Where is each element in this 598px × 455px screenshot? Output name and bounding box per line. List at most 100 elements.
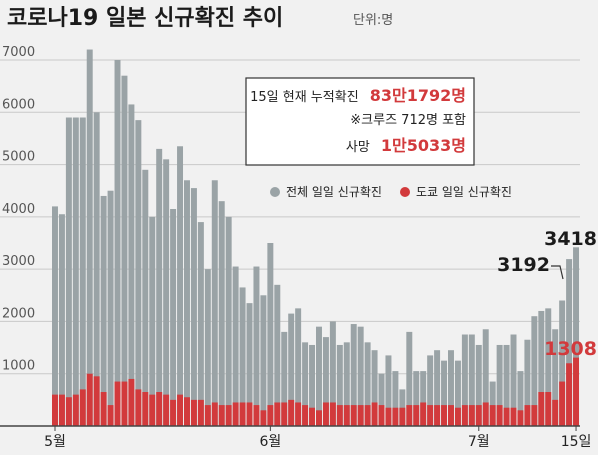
- legend-label-tokyo: 도쿄 일일 신규확진: [416, 185, 512, 199]
- bar-tokyo: [413, 405, 420, 426]
- y-tick-label: 5000: [2, 150, 35, 165]
- bar-total: [281, 331, 288, 426]
- bar-tokyo: [197, 399, 204, 426]
- bar-tokyo: [357, 405, 364, 426]
- bar-tokyo: [309, 407, 316, 426]
- bar-tokyo: [510, 407, 517, 426]
- bar-total: [531, 316, 538, 426]
- series-tokyo-bars: [52, 357, 580, 426]
- bar-total: [163, 159, 170, 426]
- bar-total: [496, 344, 503, 426]
- bar-tokyo: [545, 392, 552, 426]
- bar-tokyo: [559, 381, 566, 426]
- bar-tokyo: [538, 392, 545, 426]
- bar-tokyo: [392, 407, 399, 426]
- bar-total: [545, 308, 552, 426]
- y-tick-label: 6000: [2, 97, 35, 112]
- legend-label-total: 전체 일일 신규확진: [286, 185, 382, 199]
- bar-tokyo: [100, 392, 107, 426]
- bar-tokyo: [531, 405, 538, 426]
- bar-total: [448, 350, 454, 426]
- info-box: 15일 현재 누적확진 83만1792명 ※크루즈 712명 포함 사망 1만5…: [245, 77, 475, 166]
- bar-total: [434, 350, 441, 426]
- bar-total: [573, 247, 580, 426]
- bar-tokyo: [517, 410, 524, 426]
- bar-total: [184, 180, 190, 426]
- bar-tokyo: [163, 394, 170, 426]
- bar-tokyo: [420, 402, 427, 426]
- bar-total: [267, 243, 274, 426]
- bar-tokyo: [385, 407, 392, 426]
- bar-tokyo: [448, 405, 454, 426]
- bar-tokyo: [288, 399, 295, 426]
- bar-tokyo: [93, 376, 100, 426]
- bar-total: [538, 310, 545, 426]
- bar-total: [309, 344, 316, 426]
- bar-total: [149, 216, 156, 426]
- info-cumulative-label: 15일 현재 누적확진: [250, 90, 359, 105]
- bar-tokyo: [267, 405, 274, 426]
- bar-total: [420, 371, 427, 426]
- y-tick-label: 4000: [2, 202, 35, 217]
- bar-tokyo: [232, 402, 239, 426]
- bar-tokyo: [281, 402, 288, 426]
- bar-tokyo: [343, 405, 350, 426]
- y-axis-ticks: 1000 2000 3000 4000 5000 6000 7000: [2, 45, 35, 374]
- series-total-bars: [52, 49, 580, 427]
- bar-tokyo: [489, 405, 496, 426]
- bar-tokyo: [350, 405, 357, 426]
- bar-tokyo: [371, 402, 378, 426]
- bar-total: [378, 373, 385, 426]
- bar-total: [274, 284, 281, 426]
- bar-total: [114, 60, 121, 426]
- bar-tokyo: [190, 399, 197, 426]
- bar-tokyo: [274, 402, 281, 426]
- bar-total: [288, 313, 295, 426]
- bar-tokyo: [184, 397, 190, 426]
- bar-total: [468, 334, 475, 426]
- bar-total: [441, 360, 448, 426]
- bar-total: [322, 337, 329, 426]
- bar-total: [239, 287, 246, 426]
- bar-tokyo: [260, 410, 267, 426]
- bar-tokyo: [239, 402, 246, 426]
- annotation-3192: 3192: [497, 254, 550, 276]
- bar-tokyo: [434, 405, 441, 426]
- bar-total: [510, 334, 517, 426]
- bar-tokyo: [295, 402, 302, 426]
- annotation-1308: 1308: [544, 338, 597, 360]
- legend: 전체 일일 신규확진 도쿄 일일 신규확진: [270, 185, 512, 199]
- bar-total: [302, 342, 309, 426]
- bar-tokyo: [454, 407, 461, 426]
- bar-total: [427, 355, 434, 426]
- bar-total: [253, 266, 260, 426]
- bar-tokyo: [246, 402, 253, 426]
- bar-tokyo: [65, 397, 72, 426]
- x-tick-label: 7월: [468, 434, 490, 450]
- bar-tokyo: [406, 405, 413, 426]
- bar-tokyo: [79, 389, 86, 426]
- bar-total: [65, 117, 72, 426]
- bar-total: [489, 381, 496, 426]
- bar-total: [566, 259, 573, 426]
- bar-tokyo: [468, 405, 475, 426]
- bar-total: [156, 148, 163, 426]
- bar-tokyo: [302, 405, 309, 426]
- bar-total: [371, 350, 378, 426]
- bar-tokyo: [72, 394, 79, 426]
- bar-tokyo: [378, 405, 385, 426]
- bar-tokyo: [482, 402, 489, 426]
- bar-total: [190, 188, 197, 426]
- bar-total: [107, 190, 114, 426]
- bar-tokyo: [170, 399, 177, 426]
- bar-tokyo: [52, 394, 58, 426]
- info-line3: 사망 1만5033명: [346, 136, 466, 155]
- bar-total: [177, 146, 184, 426]
- bar-tokyo: [121, 381, 128, 426]
- x-tick-label: 6월: [259, 434, 281, 450]
- bar-total: [482, 329, 489, 426]
- bar-tokyo: [204, 405, 211, 426]
- bar-total: [385, 355, 392, 426]
